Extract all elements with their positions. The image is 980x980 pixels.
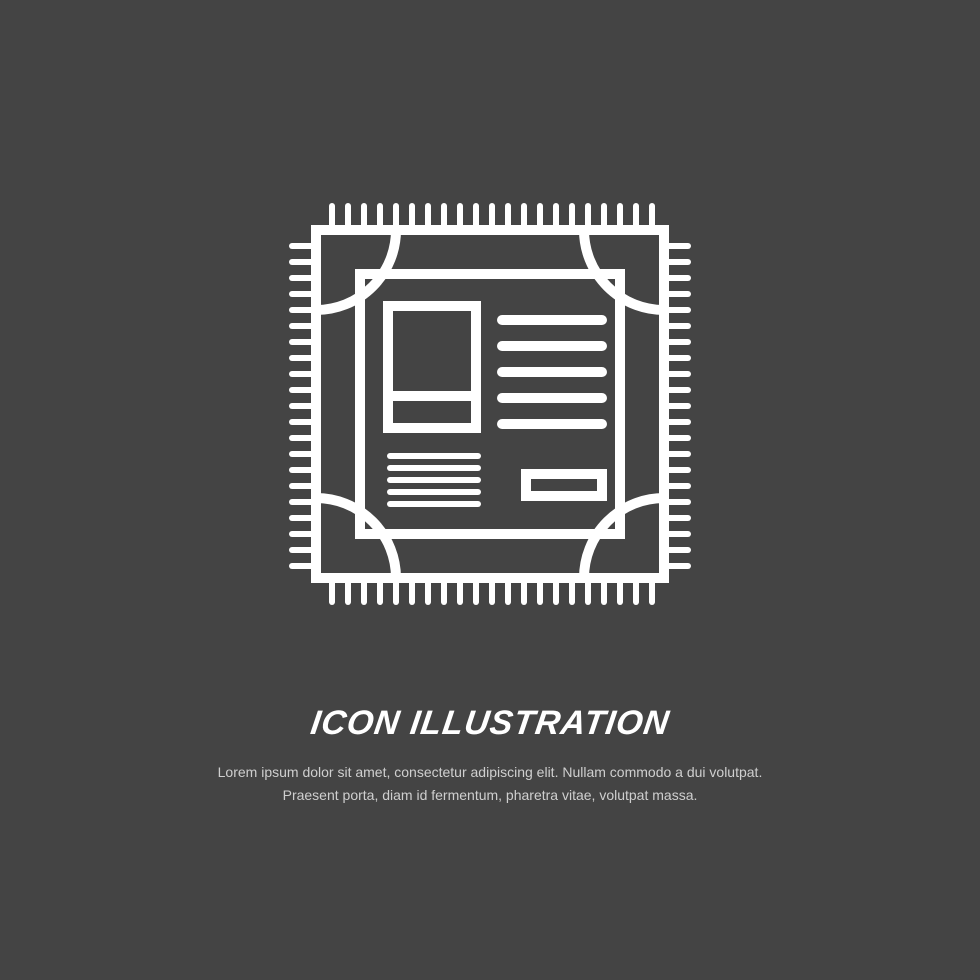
cpu-chip-icon — [230, 144, 750, 664]
page-title: ICON ILLUSTRATION — [308, 704, 672, 743]
lorem-line-2: Praesent porta, diam id fermentum, phare… — [283, 787, 698, 803]
lorem-text: Lorem ipsum dolor sit amet, consectetur … — [218, 761, 763, 806]
lorem-line-1: Lorem ipsum dolor sit amet, consectetur … — [218, 764, 763, 780]
